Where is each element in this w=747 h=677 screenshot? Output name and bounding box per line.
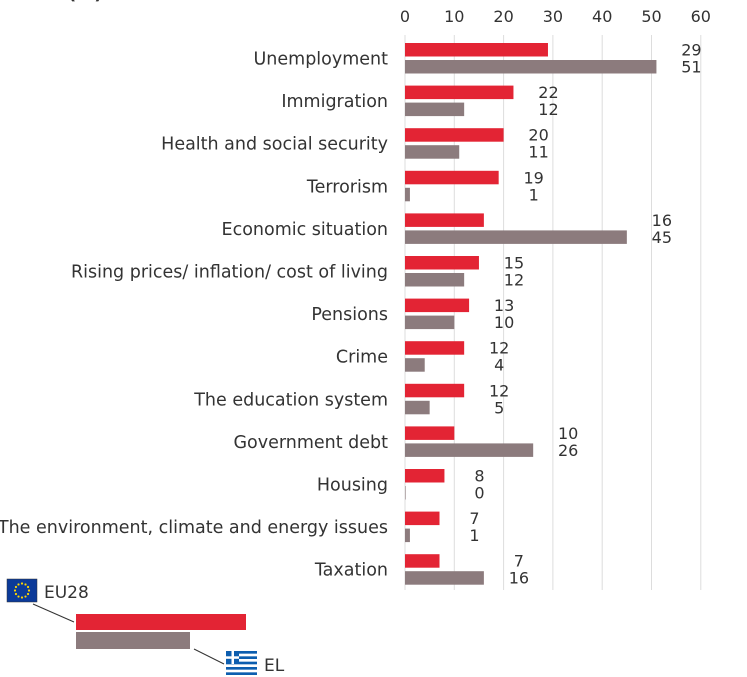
value-label-el: 1: [529, 185, 539, 204]
bar-el: [405, 273, 465, 287]
bar-el: [405, 358, 425, 372]
bars: [405, 43, 657, 585]
category-label: Government debt: [233, 433, 388, 453]
x-axis-ticks: 0 10 20 30 40 50 60: [400, 7, 711, 26]
category-label: Rising prices/ inflation/ cost of living: [71, 263, 388, 283]
legend-el-leader-line: [193, 648, 225, 665]
grid-lines: [404, 35, 702, 590]
eu-flag-icon: [6, 578, 38, 603]
legend-el-swatch: [76, 632, 190, 649]
value-label-el: 4: [494, 356, 504, 375]
bar-el: [405, 571, 484, 585]
bar-eu28: [405, 469, 445, 483]
category-label: Terrorism: [306, 177, 388, 197]
x-tick-label: 10: [444, 7, 464, 26]
bar-eu28: [405, 426, 455, 440]
value-label-eu28: 7: [469, 509, 479, 528]
bar-el: [405, 400, 430, 415]
value-label-eu28: 16: [652, 211, 672, 230]
bar-el: [405, 230, 627, 244]
bar-eu28: [405, 213, 484, 227]
category-label: Immigration: [281, 92, 388, 112]
value-label-el: 0: [474, 484, 484, 503]
category-label: Economic situation: [222, 220, 388, 240]
value-label-eu28: 13: [494, 296, 514, 315]
value-label-eu28: 19: [523, 168, 543, 187]
legend: EU28 EL: [6, 578, 285, 676]
value-label-eu28: 10: [558, 424, 578, 443]
bar-eu28: [405, 554, 440, 568]
value-label-eu28: 20: [528, 126, 548, 145]
category-labels: Unemployment Immigration Health and social…: [0, 50, 388, 581]
value-label-el: 11: [528, 143, 548, 162]
greece-flag-icon: [226, 651, 257, 675]
value-label-eu28: 12: [489, 381, 509, 400]
bar-eu28: [405, 85, 514, 100]
bar-el: [405, 187, 410, 202]
x-tick-label: 30: [543, 7, 563, 26]
x-tick-label: 60: [691, 7, 711, 26]
value-label-eu28: 8: [474, 467, 484, 486]
category-label: The education system: [193, 390, 388, 410]
bar-el: [405, 145, 460, 159]
category-label: Housing: [317, 476, 388, 496]
legend-eu28-swatch: [76, 614, 246, 630]
bar-eu28: [405, 128, 504, 142]
legend-eu28-leader-line: [32, 603, 75, 623]
category-label: Unemployment: [253, 50, 388, 70]
value-label-eu28: 15: [504, 254, 524, 273]
bar-eu28: [405, 511, 440, 526]
x-tick-label: 50: [641, 7, 661, 26]
value-label-el: 12: [504, 271, 524, 290]
value-label-el: 16: [509, 569, 529, 588]
bar-el: [405, 315, 455, 330]
legend-eu28-label: EU28: [44, 583, 89, 603]
value-label-eu28: 7: [514, 552, 524, 571]
category-label: Crime: [336, 348, 388, 368]
x-tick-label: 20: [493, 7, 513, 26]
value-label-el: 45: [652, 228, 672, 247]
bar-el: [405, 60, 657, 74]
category-label: Health and social security: [161, 135, 388, 155]
bar-el: [405, 486, 406, 500]
value-labels: 2951221220111911645151213101241251026807…: [469, 41, 701, 588]
bar-eu28: [405, 256, 479, 270]
chart-header-fragment: (%): [68, 0, 103, 4]
x-tick-label: 40: [592, 7, 612, 26]
value-label-el: 10: [494, 313, 514, 332]
x-tick-label: 0: [400, 7, 410, 26]
value-label-eu28: 22: [538, 83, 558, 102]
category-label: The environment, climate and energy issu…: [0, 518, 388, 538]
bar-eu28: [405, 170, 499, 185]
legend-el-label: EL: [264, 656, 285, 676]
value-label-el: 1: [469, 526, 479, 545]
value-label-eu28: 29: [681, 41, 701, 60]
value-label-el: 51: [681, 58, 701, 77]
bar-el: [405, 528, 410, 543]
bar-eu28: [405, 383, 465, 398]
bar-eu28: [405, 341, 465, 355]
value-label-el: 12: [538, 100, 558, 119]
bar-el: [405, 443, 534, 457]
value-label-el: 5: [494, 398, 504, 417]
category-label: Taxation: [314, 561, 388, 581]
value-label-eu28: 12: [489, 339, 509, 358]
category-label: Pensions: [311, 305, 388, 325]
value-label-el: 26: [558, 441, 578, 460]
bar-el: [405, 102, 465, 117]
bar-eu28: [405, 298, 470, 313]
bar-eu28: [405, 43, 548, 57]
